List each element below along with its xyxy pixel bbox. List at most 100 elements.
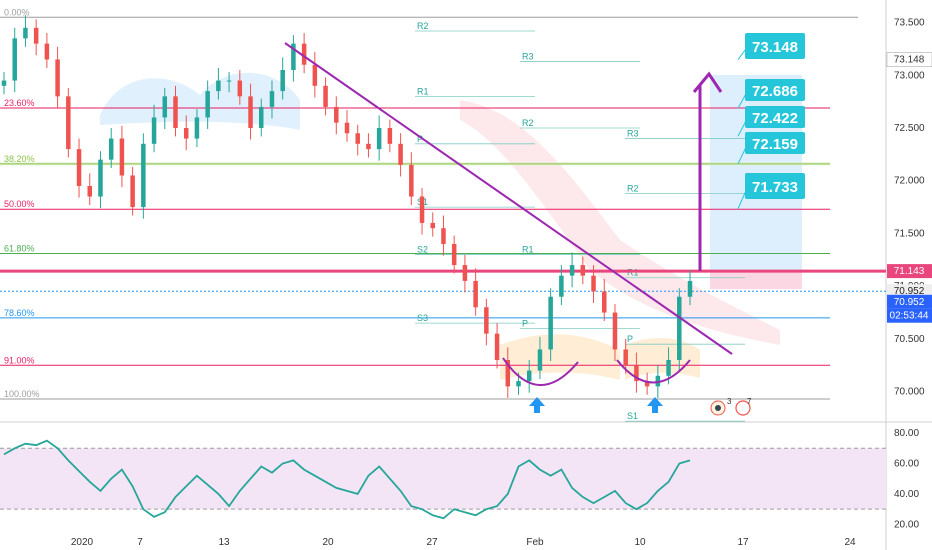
pivot-label: P xyxy=(627,334,633,344)
candle-body xyxy=(205,91,210,118)
price-badge-text: 71.143 xyxy=(894,266,925,277)
candle-body xyxy=(141,143,146,208)
target-callout xyxy=(745,79,805,101)
cup-pattern xyxy=(616,359,691,384)
fib-level-label: 78.60% xyxy=(4,308,35,318)
candle-body xyxy=(151,117,157,144)
candle-body xyxy=(259,106,264,128)
target-callout xyxy=(745,132,805,154)
candle-body xyxy=(677,296,682,360)
rsi-tick-label: 80.00 xyxy=(894,428,919,439)
price-badge xyxy=(887,308,932,323)
candle-body xyxy=(33,27,39,44)
candle-body xyxy=(516,381,521,387)
projection-box xyxy=(710,271,802,289)
candle-body xyxy=(591,275,596,292)
candle-body xyxy=(634,365,639,382)
candle-body xyxy=(173,96,178,128)
target-value: 72.422 xyxy=(752,110,798,127)
candle-body xyxy=(344,122,350,134)
candle-body xyxy=(301,43,307,65)
pivot-label: R3 xyxy=(522,52,534,62)
candle-body xyxy=(66,96,71,150)
candle-body xyxy=(441,228,446,244)
target-callout xyxy=(745,106,805,128)
candle-body xyxy=(226,80,232,82)
target-arrow-icon xyxy=(692,71,723,93)
candle-body xyxy=(12,38,17,81)
candle-body xyxy=(23,27,28,39)
candle-body xyxy=(194,117,200,139)
candle-body xyxy=(312,64,318,86)
target-callout xyxy=(745,33,805,59)
candle-body xyxy=(87,186,92,197)
rsi-tick-label: 20.00 xyxy=(894,519,919,530)
price-tick-label: 70.500 xyxy=(894,334,925,345)
candle-body xyxy=(462,265,468,281)
up-arrow-icon xyxy=(647,397,663,413)
price-badge-text: 02:53:44 xyxy=(890,311,929,322)
candle-body xyxy=(473,280,478,308)
time-tick-label: 7 xyxy=(137,537,143,548)
time-tick-label: 17 xyxy=(737,537,749,548)
candle-body xyxy=(355,133,360,144)
target-callout xyxy=(745,173,805,199)
price-badge-text: 70.952 xyxy=(894,286,925,297)
candle-body xyxy=(537,349,543,371)
candle-body xyxy=(248,96,253,128)
pivot-label: P xyxy=(417,134,423,144)
candle-body xyxy=(569,265,575,276)
pivot-label: R1 xyxy=(417,86,429,96)
pivot-label: S2 xyxy=(417,245,428,255)
candle-body xyxy=(366,143,371,150)
event-count: 7 xyxy=(747,397,752,406)
candle-body xyxy=(376,128,382,150)
candle-body xyxy=(580,265,586,276)
event-icon xyxy=(715,405,721,411)
price-tick-label: 71.500 xyxy=(894,228,925,239)
fib-level-label: 38.20% xyxy=(4,154,35,164)
candle-body xyxy=(334,106,339,123)
candle-body xyxy=(526,370,532,382)
candle-body xyxy=(666,360,671,376)
candle-body xyxy=(644,381,650,387)
target-value: 72.159 xyxy=(752,136,798,153)
fib-level-label: 0.00% xyxy=(4,7,30,17)
price-badge-text: 70.952 xyxy=(894,297,925,308)
candle-body xyxy=(323,85,328,107)
rsi-tick-label: 60.00 xyxy=(894,458,919,469)
rsi-line xyxy=(3,439,691,520)
candle-body xyxy=(108,138,114,160)
pivot-label: S3 xyxy=(417,313,428,323)
candle-body xyxy=(280,70,285,92)
candle-body xyxy=(409,164,414,197)
fib-level-label: 23.60% xyxy=(4,98,35,108)
candle-body xyxy=(602,291,607,313)
candle-body xyxy=(612,312,618,350)
time-tick-label: 24 xyxy=(844,537,856,548)
candle-body xyxy=(398,143,403,165)
fib-level-label: 61.80% xyxy=(4,243,35,253)
candle-body xyxy=(1,80,7,86)
candle-body xyxy=(162,96,168,118)
candle-body xyxy=(484,307,489,334)
cloud-area xyxy=(460,100,780,345)
time-tick-label: 2020 xyxy=(71,537,94,548)
price-badge xyxy=(886,52,932,67)
time-tick-label: 20 xyxy=(322,537,334,548)
candle-body xyxy=(505,360,511,387)
target-value: 73.148 xyxy=(752,39,798,56)
candle-body xyxy=(419,196,425,223)
candle-body xyxy=(548,296,553,350)
pivot-label: R1 xyxy=(627,268,639,278)
candle-body xyxy=(44,43,50,60)
candle-body xyxy=(55,59,60,97)
rsi-band xyxy=(0,448,886,510)
time-tick-label: Feb xyxy=(526,537,544,548)
candle-body xyxy=(430,222,435,229)
price-tick-label: 72.500 xyxy=(894,123,925,134)
fib-level-label: 91.00% xyxy=(4,355,35,365)
pivot-label: R2 xyxy=(627,183,639,193)
